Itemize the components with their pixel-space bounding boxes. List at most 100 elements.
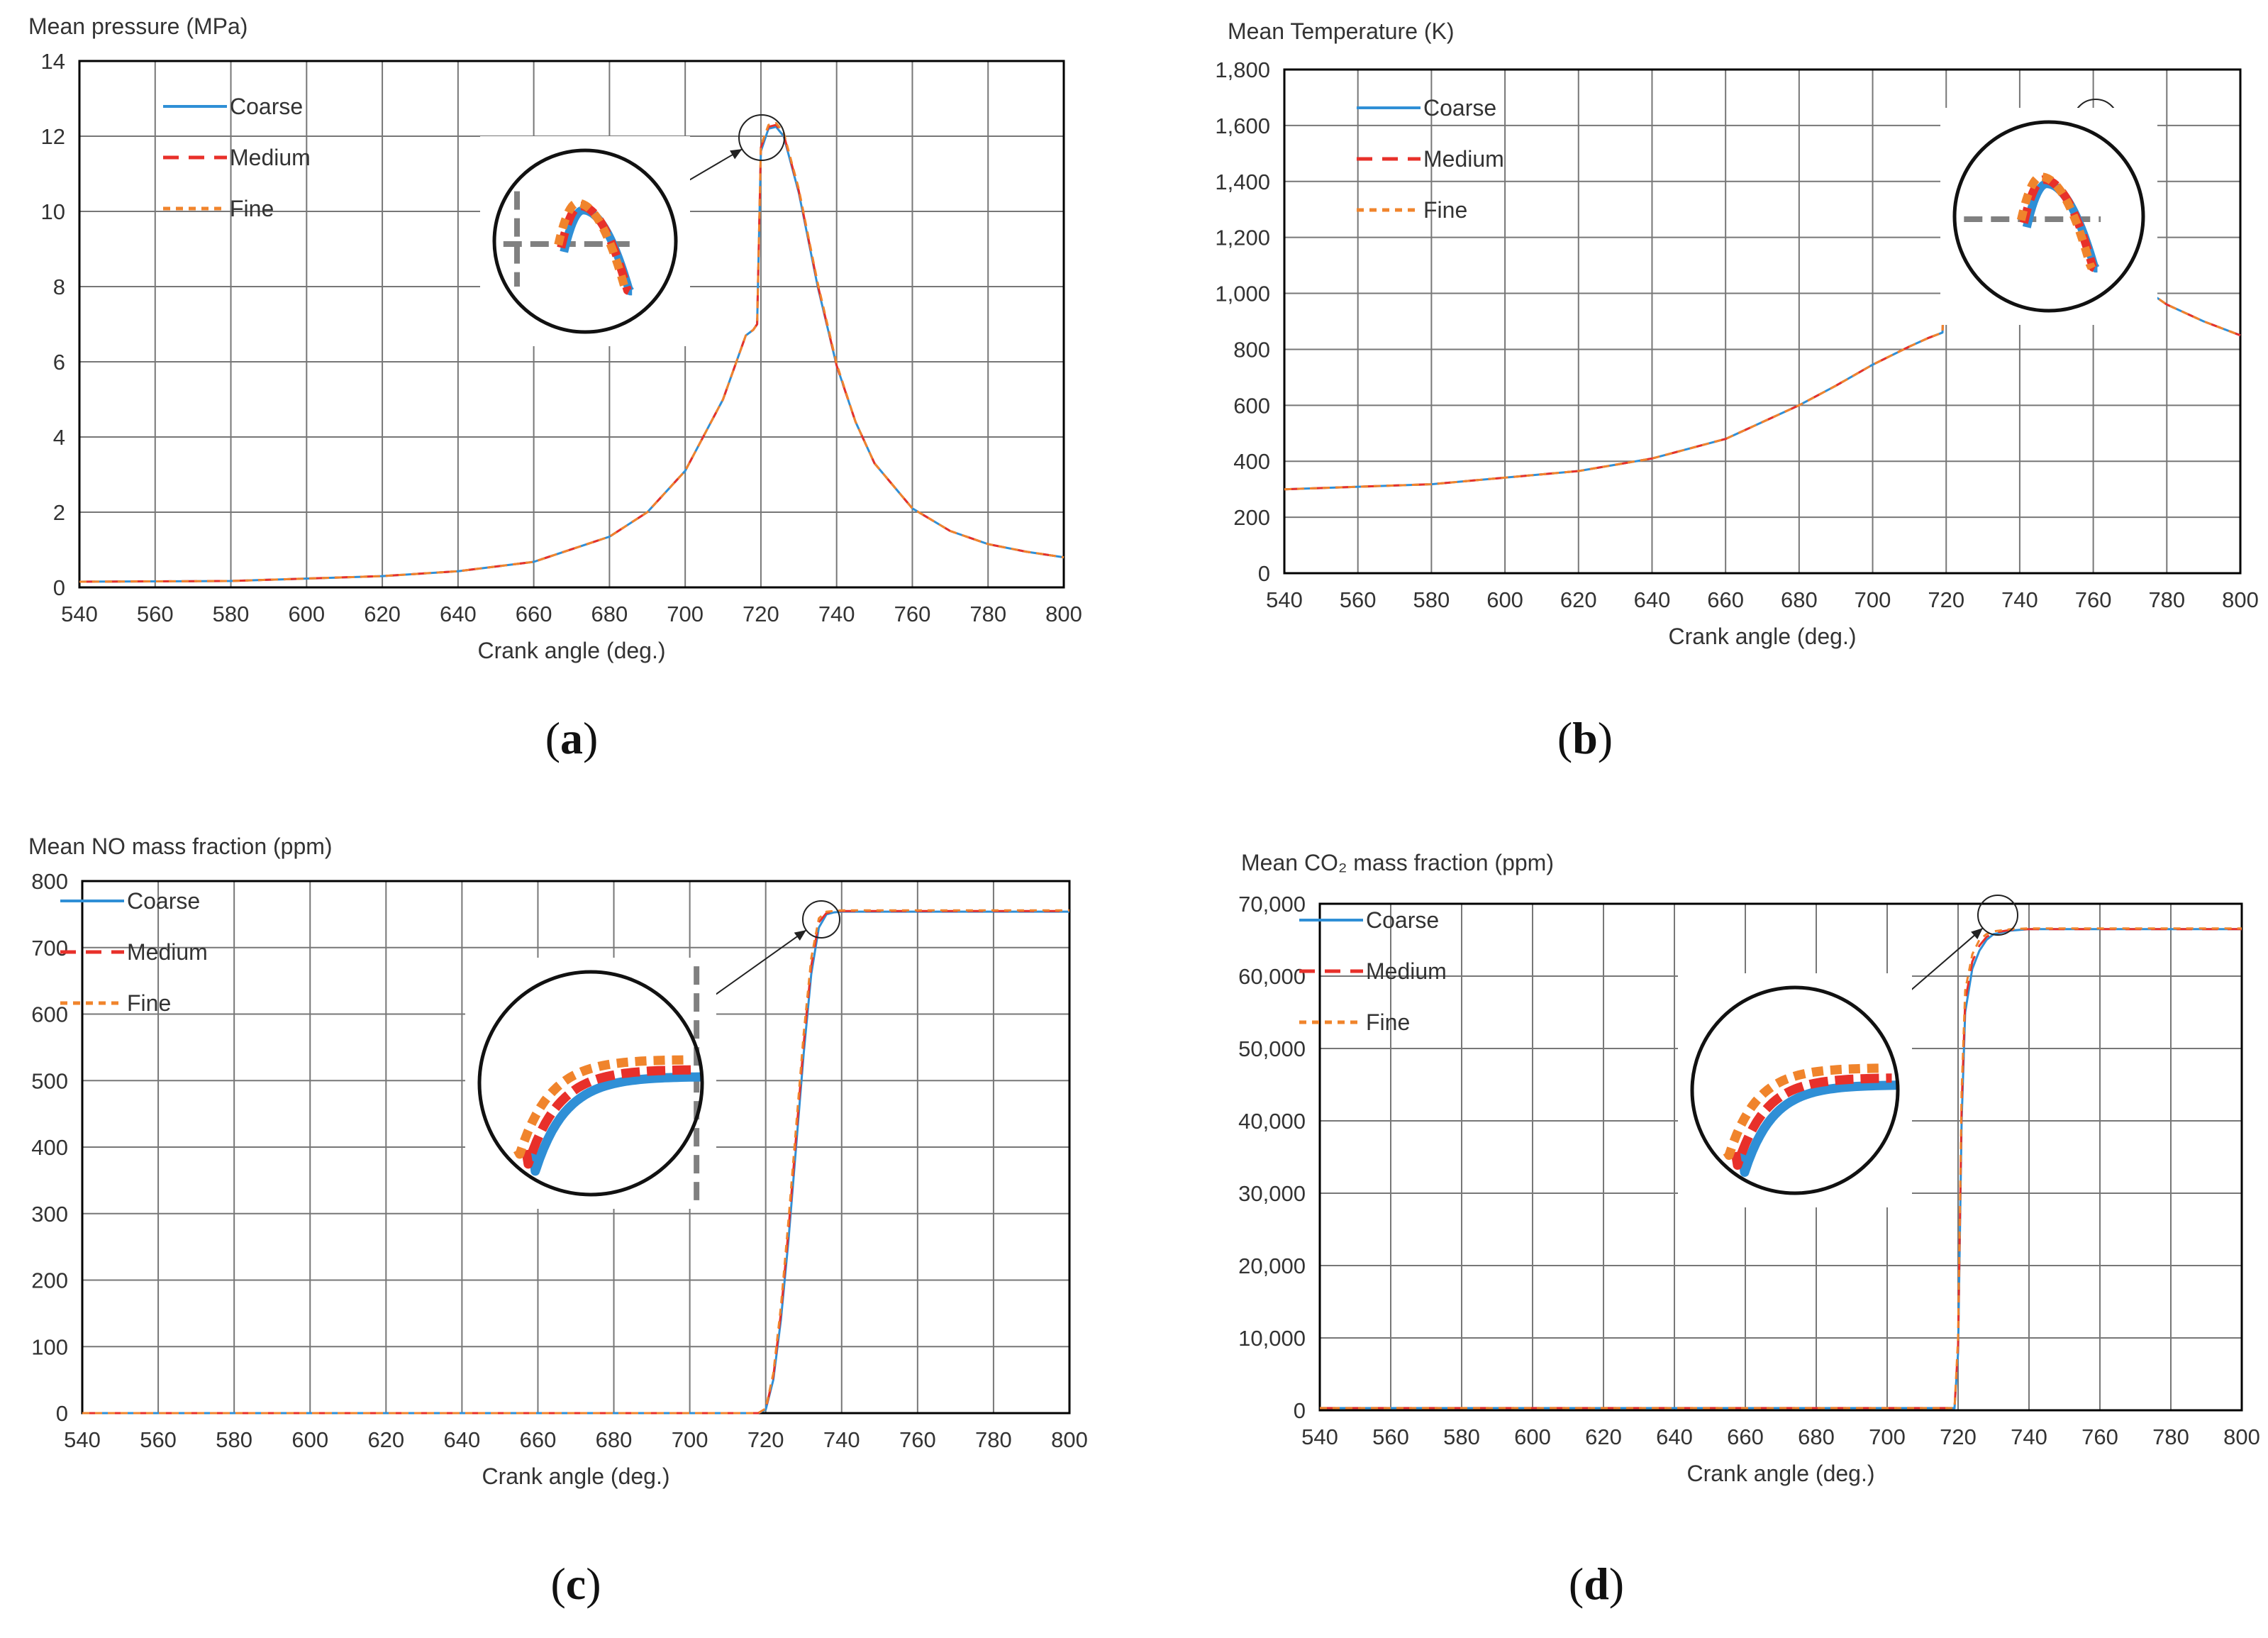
x-tick-label: 540	[64, 1427, 101, 1452]
y-tick-label: 0	[1258, 561, 1270, 586]
y-tick-label: 100	[31, 1334, 68, 1359]
y-tick-label: 1,000	[1215, 282, 1270, 306]
y-tick-label: 1,400	[1215, 170, 1270, 194]
x-tick-label: 720	[1928, 587, 1964, 612]
y-tick-label: 200	[1233, 505, 1270, 530]
y-tick-label: 0	[53, 575, 65, 600]
x-tick-label: 640	[444, 1427, 481, 1452]
inset-curve-coarse	[528, 1072, 703, 1176]
y-tick-label: 6	[53, 350, 65, 375]
x-tick-label: 580	[216, 1427, 252, 1452]
plot-frame	[1283, 68, 2242, 575]
legend-label-coarse: Coarse	[127, 888, 200, 914]
y-tick-label: 4	[53, 425, 65, 450]
y-tick-label: 70,000	[1238, 892, 1306, 917]
x-tick-label: 800	[1045, 602, 1082, 626]
x-tick-label: 700	[667, 602, 704, 626]
x-tick-label: 720	[747, 1427, 784, 1452]
x-tick-label: 700	[672, 1427, 708, 1452]
x-tick-label: 620	[367, 1427, 404, 1452]
legend-label-coarse: Coarse	[1423, 95, 1496, 121]
x-tick-label: 680	[1781, 587, 1818, 612]
y-tick-label: 500	[31, 1068, 68, 1093]
x-tick-label: 660	[516, 602, 552, 626]
inset-backdrop	[465, 958, 716, 1209]
inset-circle	[1952, 120, 2145, 313]
x-tick-label: 740	[2011, 1424, 2047, 1449]
x-tick-label: 620	[1585, 1424, 1622, 1449]
x-tick-label: 540	[61, 602, 98, 626]
x-axis-title: Crank angle (deg.)	[482, 1463, 669, 1489]
legend-label-fine: Fine	[230, 196, 274, 221]
x-tick-label: 600	[1514, 1424, 1551, 1449]
inset-curve-medium	[1730, 1073, 1893, 1170]
y-tick-label: 20,000	[1238, 1254, 1306, 1278]
panel-label: (c)	[550, 1559, 601, 1609]
legend-label-medium: Medium	[127, 939, 208, 965]
y-tick-label: 40,000	[1238, 1109, 1306, 1134]
y-tick-label: 50,000	[1238, 1036, 1306, 1061]
x-tick-label: 720	[1940, 1424, 1977, 1449]
x-tick-label: 680	[1798, 1424, 1835, 1449]
legend-label-coarse: Coarse	[1366, 907, 1439, 933]
zoom-arrow-head	[1971, 928, 1983, 940]
zoom-region-circle	[1977, 895, 2018, 936]
zoom-region-circle	[802, 900, 840, 939]
y-tick-label: 300	[31, 1202, 68, 1227]
chart-b-svg: Mean Temperature (K) 540 560 580 600 620 640 66…	[1215, 18, 2258, 763]
x-tick-label: 680	[596, 1427, 633, 1452]
y-tick-label: 1,200	[1215, 226, 1270, 250]
chart-panel-b: Mean Temperature (K) 540 560 580 600 620 640 66…	[1134, 0, 2268, 819]
legend-label-fine: Fine	[1423, 197, 1467, 223]
y-tick-label: 60,000	[1238, 964, 1306, 989]
x-tick-label: 560	[1340, 587, 1377, 612]
x-axis-title: Crank angle (deg.)	[477, 638, 665, 663]
chart-title: Mean pressure (MPa)	[28, 13, 248, 39]
y-tick-label: 10,000	[1238, 1326, 1306, 1351]
panel-label: (a)	[545, 713, 599, 763]
x-tick-label: 740	[2001, 587, 2038, 612]
inset-curve-fine	[554, 199, 630, 293]
panel-label: (d)	[1569, 1559, 1624, 1609]
y-tick-label: 14	[41, 49, 65, 74]
x-tick-label: 660	[520, 1427, 557, 1452]
chart-title: Mean CO₂ mass fraction (ppm)	[1241, 850, 1554, 875]
x-tick-label: 580	[1413, 587, 1450, 612]
x-tick-label: 620	[364, 602, 401, 626]
x-tick-label: 600	[1486, 587, 1523, 612]
x-tick-label: 800	[2223, 1424, 2260, 1449]
x-tick-label: 780	[969, 602, 1006, 626]
x-tick-label: 800	[1051, 1427, 1088, 1452]
inset-circle	[1690, 985, 1900, 1195]
y-tick-label: 400	[31, 1135, 68, 1160]
y-tick-label: 400	[1233, 449, 1270, 474]
inset-curve-fine	[513, 1055, 687, 1159]
chart-panel-c: Mean NO mass fraction (ppm) 540 560 580 600 6…	[0, 819, 1134, 1637]
x-tick-label: 580	[1443, 1424, 1480, 1449]
plot-frame	[78, 60, 1065, 589]
inset-curve-coarse	[1738, 1080, 1900, 1177]
plot-frame	[1318, 902, 2243, 1412]
y-tick-label: 10	[41, 199, 65, 224]
x-tick-label: 600	[291, 1427, 328, 1452]
panel-label: (b)	[1557, 713, 1613, 763]
series-line-fine	[82, 909, 1069, 1415]
inset-zoom	[1723, 1063, 1900, 1177]
chart-a-svg: Mean pressure (MPa)540 560 580 600 620 640 660…	[28, 13, 1082, 763]
chart-title: Mean NO mass fraction (ppm)	[28, 834, 333, 859]
y-tick-label: 700	[31, 936, 68, 961]
y-tick-label: 800	[31, 869, 68, 894]
x-tick-label: 760	[2075, 587, 2112, 612]
inset-circle	[477, 970, 704, 1197]
x-axis-title: Crank angle (deg.)	[1686, 1461, 1874, 1486]
y-tick-label: 12	[41, 124, 65, 149]
x-tick-label: 640	[1656, 1424, 1693, 1449]
x-tick-label: 580	[213, 602, 250, 626]
inset-circle	[492, 148, 678, 334]
y-tick-label: 1,600	[1215, 114, 1270, 138]
legend-label-fine: Fine	[1366, 1009, 1410, 1035]
legend-label-coarse: Coarse	[230, 94, 303, 119]
y-tick-label: 8	[53, 275, 65, 299]
y-tick-label: 0	[1294, 1398, 1306, 1423]
series-line-medium	[79, 123, 1064, 583]
